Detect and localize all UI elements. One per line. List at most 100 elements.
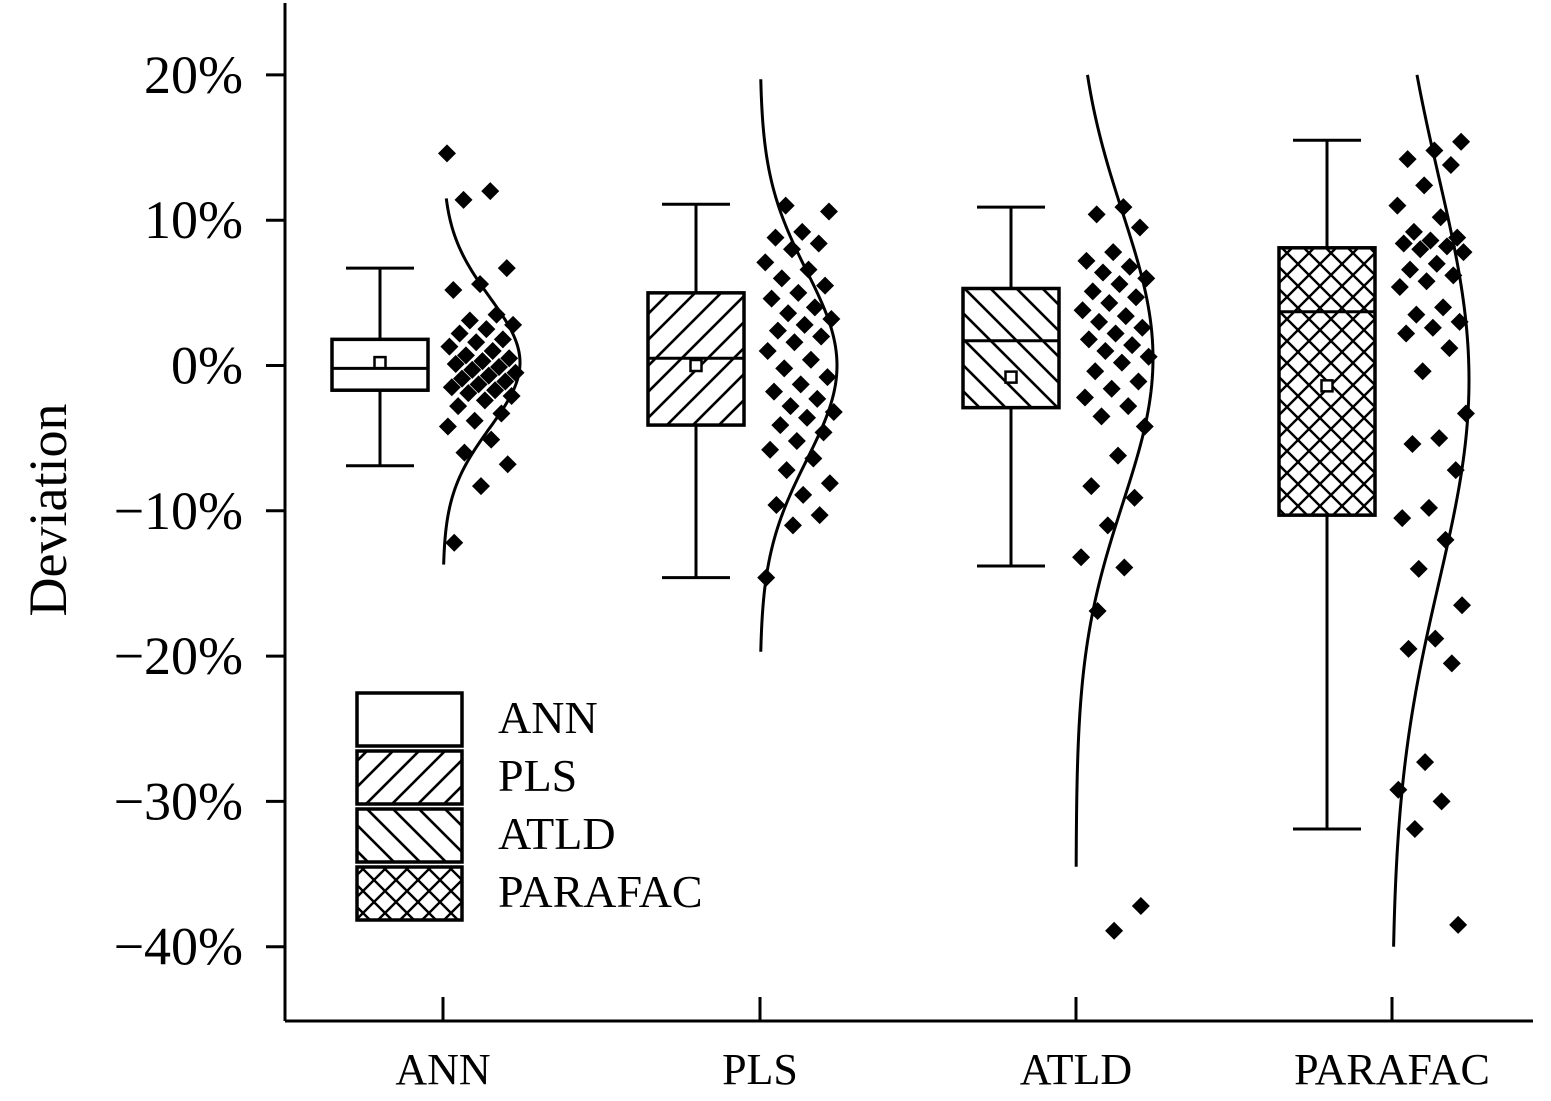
data-point xyxy=(1092,407,1111,426)
legend-label: ANN xyxy=(498,692,598,743)
data-point xyxy=(445,533,464,552)
legend: ANN PLS ATLD PARAFAC xyxy=(355,691,703,922)
data-point xyxy=(504,315,523,334)
data-point xyxy=(816,276,835,295)
data-point xyxy=(1411,240,1430,259)
data-point xyxy=(479,366,498,385)
legend-label: PARAFAC xyxy=(498,866,703,917)
data-point xyxy=(1093,263,1112,282)
data-point xyxy=(767,495,786,514)
data-point xyxy=(1452,132,1471,151)
data-point xyxy=(453,369,472,388)
data-point xyxy=(459,384,478,403)
data-point xyxy=(438,417,457,436)
data-point xyxy=(1419,498,1438,517)
data-point xyxy=(809,234,828,253)
data-point xyxy=(1087,205,1106,224)
data-point xyxy=(1104,243,1123,262)
data-point xyxy=(783,516,802,535)
data-point xyxy=(758,341,777,360)
data-point xyxy=(1430,429,1449,448)
data-point xyxy=(761,440,780,459)
series-parafac xyxy=(1277,74,1475,947)
data-point xyxy=(1073,301,1092,320)
data-point xyxy=(1404,222,1423,241)
data-point xyxy=(1417,272,1436,291)
data-point xyxy=(1129,372,1148,391)
data-point xyxy=(1449,915,1468,934)
data-point xyxy=(1112,353,1131,372)
data-point xyxy=(762,289,781,308)
data-point xyxy=(756,253,775,272)
x-tick-label-pls: PLS xyxy=(722,1045,798,1094)
data-point xyxy=(810,506,829,525)
data-point xyxy=(1432,792,1451,811)
data-point xyxy=(1423,318,1442,337)
data-point xyxy=(1426,629,1445,648)
data-point xyxy=(1437,237,1456,256)
data-point xyxy=(1077,251,1096,270)
data-point xyxy=(1399,639,1418,658)
data-point xyxy=(1110,275,1129,294)
data-point xyxy=(1130,218,1149,237)
data-point xyxy=(486,381,505,400)
distribution-curve xyxy=(759,79,839,652)
data-point xyxy=(775,359,794,378)
iqr-box xyxy=(961,286,1061,410)
data-point xyxy=(1453,596,1472,615)
data-point xyxy=(460,311,479,330)
data-point xyxy=(766,228,785,247)
data-point xyxy=(1119,397,1138,416)
data-point xyxy=(764,382,783,401)
data-point xyxy=(1436,530,1455,549)
x-tick-label-ann: ANN xyxy=(395,1045,490,1094)
data-point xyxy=(487,305,506,324)
data-point xyxy=(444,280,463,299)
legend-item-atld: ATLD xyxy=(355,807,616,864)
data-point xyxy=(1125,488,1144,507)
distribution-curve xyxy=(442,198,522,565)
data-point xyxy=(1415,176,1434,195)
data-point xyxy=(805,298,824,317)
data-point xyxy=(1120,257,1139,276)
data-point xyxy=(801,350,820,369)
legend-label: PLS xyxy=(498,750,577,801)
data-point xyxy=(465,411,484,430)
legend-item-pls: PLS xyxy=(355,749,577,806)
y-tick-label: −10% xyxy=(114,481,243,541)
series-atld xyxy=(961,74,1158,940)
data-point xyxy=(781,397,800,416)
data-point xyxy=(1434,298,1453,317)
data-point xyxy=(1394,234,1413,253)
data-point xyxy=(779,304,798,323)
data-point xyxy=(463,360,482,379)
data-point xyxy=(456,346,475,365)
data-point xyxy=(477,320,496,339)
data-point xyxy=(1403,434,1422,453)
data-point xyxy=(496,372,515,391)
legend-label: ATLD xyxy=(498,808,616,859)
data-point xyxy=(791,375,810,394)
data-point xyxy=(785,333,804,352)
data-point xyxy=(1401,260,1420,279)
data-point xyxy=(777,461,796,480)
x-tick-label-parafac: PARAFAC xyxy=(1294,1045,1490,1094)
iqr-box xyxy=(330,337,430,392)
data-point xyxy=(1139,347,1158,366)
data-point xyxy=(793,222,812,241)
data-point xyxy=(1115,558,1134,577)
data-point xyxy=(1390,278,1409,297)
data-point xyxy=(818,368,837,387)
data-point xyxy=(473,352,492,371)
data-point xyxy=(819,202,838,221)
data-point xyxy=(820,474,839,493)
data-point xyxy=(475,391,494,410)
data-point xyxy=(1083,282,1102,301)
data-point xyxy=(489,357,508,376)
data-point xyxy=(1131,897,1150,916)
data-point xyxy=(449,397,468,416)
data-point xyxy=(772,269,791,288)
y-tick-label: −40% xyxy=(114,917,243,977)
mean-marker xyxy=(689,358,703,373)
